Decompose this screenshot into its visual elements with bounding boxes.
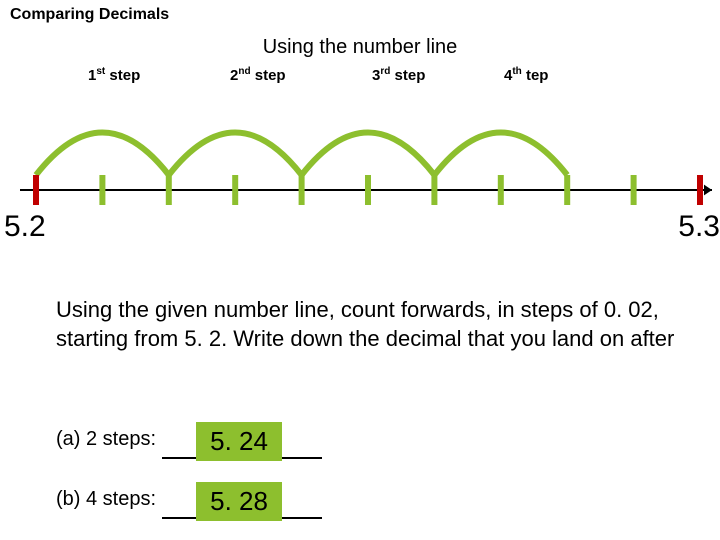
question-a-label: (a) 2 steps:: [56, 428, 156, 451]
question-a: (a) 2 steps: 5. 24: [56, 420, 322, 459]
step-label-3: 3rd step: [372, 66, 425, 84]
answer-b-box: 5. 28: [196, 482, 282, 521]
page-title: Comparing Decimals: [10, 6, 169, 24]
answer-blank-a: 5. 24: [162, 420, 322, 459]
step-label-2: 2nd step: [230, 66, 286, 84]
question-b-label: (b) 4 steps:: [56, 488, 156, 511]
slide: Comparing Decimals Using the number line…: [0, 0, 720, 540]
step-label-1: 1st step: [88, 66, 140, 84]
numberline-left-value: 5.2: [4, 210, 46, 244]
answer-a-box: 5. 24: [196, 422, 282, 461]
instructions-text: Using the given number line, count forwa…: [56, 296, 676, 353]
number-line-diagram: [0, 90, 720, 210]
answer-blank-b: 5. 28: [162, 480, 322, 519]
numberline-right-value: 5.3: [678, 210, 720, 244]
question-b: (b) 4 steps: 5. 28: [56, 480, 322, 519]
subtitle: Using the number line: [0, 36, 720, 59]
step-label-4: 4th tep: [504, 66, 548, 84]
